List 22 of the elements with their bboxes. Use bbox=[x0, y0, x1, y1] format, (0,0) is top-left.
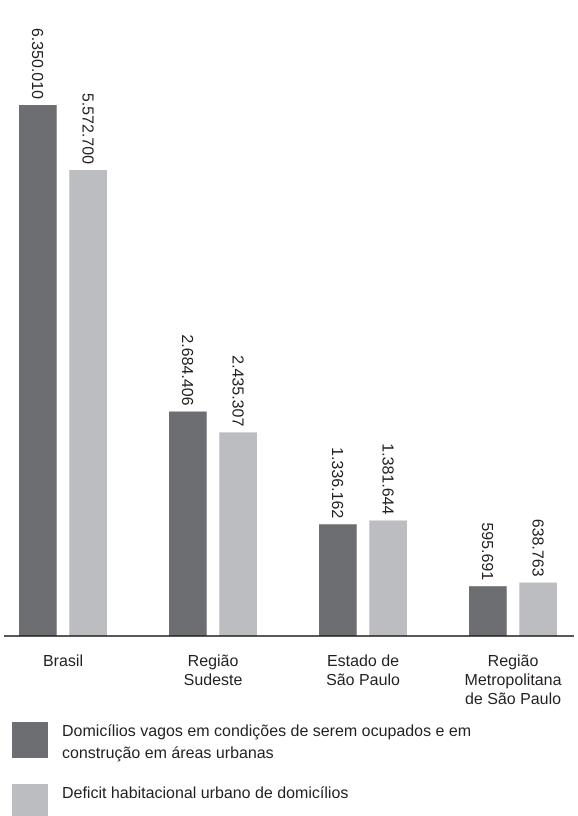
data-label: 1.336.162 bbox=[328, 447, 346, 518]
bar bbox=[369, 520, 407, 636]
bar bbox=[219, 432, 257, 636]
data-label: 2.684.406 bbox=[178, 334, 196, 406]
bar bbox=[69, 170, 107, 636]
bar bbox=[169, 412, 207, 636]
bar bbox=[469, 586, 507, 636]
x-tick-label: Região Sudeste bbox=[184, 653, 242, 689]
legend-label: Domicílios vagos em condições de serem ocupados e em construção em áreas urbanas bbox=[62, 723, 472, 762]
bar bbox=[19, 105, 57, 636]
bar bbox=[519, 582, 557, 636]
legend-label: Deficit habitacional urbano de domicílios bbox=[62, 785, 348, 802]
data-label: 638.763 bbox=[528, 518, 546, 577]
data-label: 595.691 bbox=[478, 522, 496, 580]
x-tick-label: Estado de São Paulo bbox=[326, 653, 400, 689]
data-label: 1.381.644 bbox=[378, 443, 396, 515]
x-tick-label: Brasil bbox=[42, 653, 84, 670]
data-label: 2.435.307 bbox=[228, 355, 246, 426]
bar bbox=[319, 524, 357, 636]
data-label: 5.572.700 bbox=[78, 92, 96, 164]
data-label: 6.350.010 bbox=[28, 28, 46, 100]
x-tick-label: Região Metropolitana de São Paulo bbox=[464, 653, 562, 708]
